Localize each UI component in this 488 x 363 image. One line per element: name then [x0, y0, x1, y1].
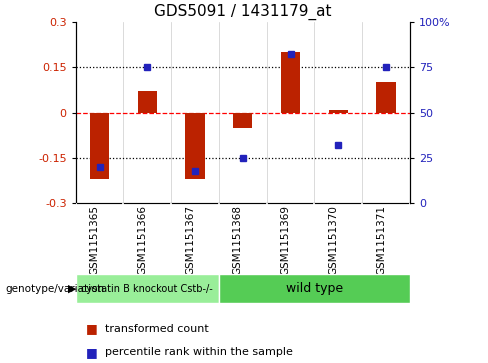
Text: percentile rank within the sample: percentile rank within the sample	[105, 347, 293, 357]
Text: GSM1151367: GSM1151367	[185, 205, 195, 276]
Text: GSM1151368: GSM1151368	[233, 205, 243, 276]
Text: transformed count: transformed count	[105, 323, 209, 334]
Bar	[281, 52, 300, 113]
Bar	[377, 82, 396, 113]
Bar	[76, 274, 219, 303]
Text: ■: ■	[85, 322, 97, 335]
Text: cystatin B knockout Cstb-/-: cystatin B knockout Cstb-/-	[81, 284, 213, 294]
Bar	[329, 110, 348, 113]
Text: ▶: ▶	[68, 284, 77, 294]
Text: GSM1151366: GSM1151366	[137, 205, 147, 276]
Text: genotype/variation: genotype/variation	[5, 284, 104, 294]
Text: GSM1151369: GSM1151369	[281, 205, 290, 276]
Text: wild type: wild type	[286, 282, 343, 295]
Bar	[90, 113, 109, 179]
Bar	[233, 113, 252, 128]
Title: GDS5091 / 1431179_at: GDS5091 / 1431179_at	[154, 4, 331, 20]
Text: GSM1151371: GSM1151371	[376, 205, 386, 276]
Bar	[185, 113, 204, 179]
Bar	[138, 91, 157, 113]
Text: ■: ■	[85, 346, 97, 359]
Text: GSM1151365: GSM1151365	[89, 205, 100, 276]
Text: GSM1151370: GSM1151370	[328, 205, 338, 275]
Bar	[219, 274, 410, 303]
